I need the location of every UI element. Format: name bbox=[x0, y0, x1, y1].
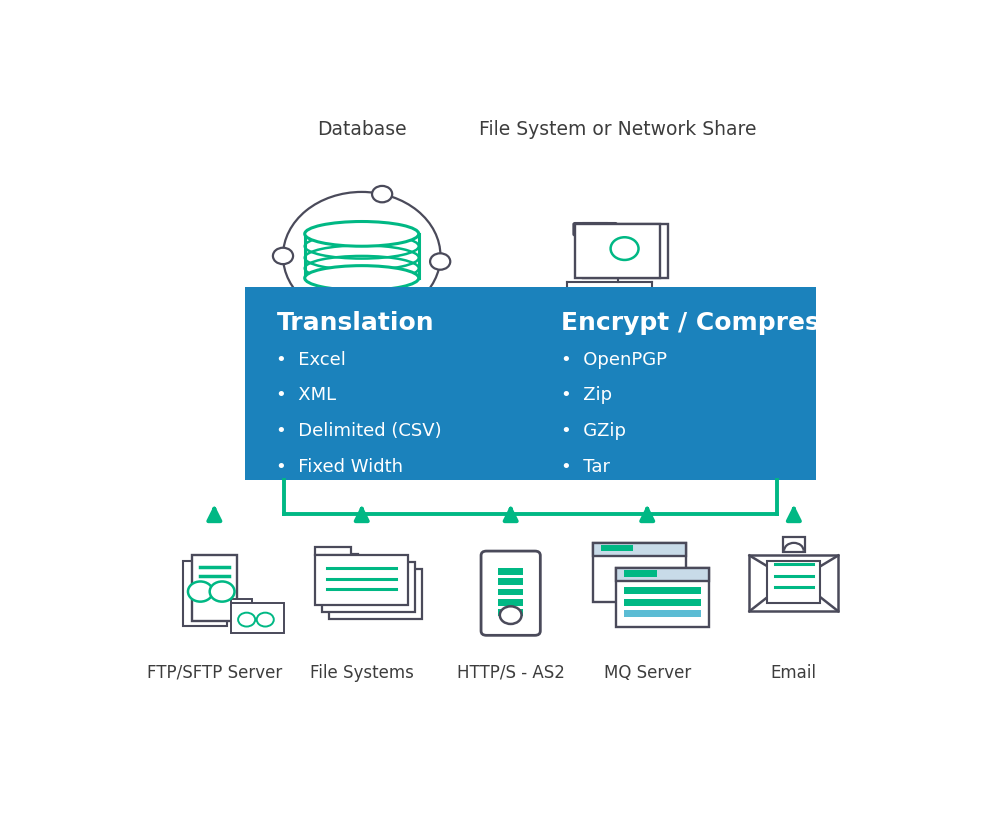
Text: HTTP/S - AS2: HTTP/S - AS2 bbox=[456, 663, 565, 681]
FancyBboxPatch shape bbox=[231, 599, 252, 605]
FancyBboxPatch shape bbox=[315, 555, 408, 604]
FancyBboxPatch shape bbox=[783, 536, 805, 552]
FancyBboxPatch shape bbox=[617, 568, 709, 581]
Text: •  Zip: • Zip bbox=[562, 387, 613, 405]
FancyBboxPatch shape bbox=[624, 599, 702, 606]
Text: •  OpenPGP: • OpenPGP bbox=[562, 351, 668, 369]
FancyBboxPatch shape bbox=[498, 599, 524, 605]
FancyBboxPatch shape bbox=[183, 560, 227, 626]
FancyBboxPatch shape bbox=[624, 587, 702, 595]
Ellipse shape bbox=[304, 221, 418, 247]
Text: •  Excel: • Excel bbox=[276, 351, 346, 369]
Text: •  XML: • XML bbox=[276, 387, 336, 405]
Circle shape bbox=[209, 581, 234, 602]
FancyBboxPatch shape bbox=[322, 563, 415, 612]
Text: Encrypt / Compress: Encrypt / Compress bbox=[562, 311, 835, 336]
FancyBboxPatch shape bbox=[617, 568, 709, 627]
Circle shape bbox=[499, 606, 522, 624]
Text: •  Fixed Width: • Fixed Width bbox=[276, 459, 403, 477]
FancyBboxPatch shape bbox=[329, 560, 364, 569]
FancyBboxPatch shape bbox=[574, 223, 609, 235]
Text: •  Delimited (CSV): • Delimited (CSV) bbox=[276, 423, 442, 441]
FancyBboxPatch shape bbox=[767, 561, 821, 603]
Text: File Systems: File Systems bbox=[309, 663, 413, 681]
FancyBboxPatch shape bbox=[322, 554, 357, 563]
Text: FTP/SFTP Server: FTP/SFTP Server bbox=[147, 663, 282, 681]
FancyBboxPatch shape bbox=[608, 292, 644, 305]
FancyBboxPatch shape bbox=[601, 545, 634, 551]
Circle shape bbox=[560, 306, 588, 329]
Circle shape bbox=[645, 306, 673, 329]
Circle shape bbox=[256, 613, 274, 627]
Text: •  Tar: • Tar bbox=[562, 459, 611, 477]
FancyBboxPatch shape bbox=[624, 610, 702, 617]
Circle shape bbox=[238, 613, 255, 627]
Circle shape bbox=[273, 247, 293, 265]
Text: Translation: Translation bbox=[276, 311, 434, 336]
Text: •  GZip: • GZip bbox=[562, 423, 627, 441]
Circle shape bbox=[430, 253, 450, 269]
Circle shape bbox=[372, 186, 392, 202]
FancyBboxPatch shape bbox=[624, 570, 657, 577]
Circle shape bbox=[611, 238, 639, 260]
FancyBboxPatch shape bbox=[192, 555, 236, 621]
Text: MQ Server: MQ Server bbox=[604, 663, 691, 681]
Ellipse shape bbox=[304, 265, 418, 291]
FancyBboxPatch shape bbox=[523, 292, 558, 305]
FancyBboxPatch shape bbox=[582, 223, 617, 235]
Circle shape bbox=[344, 311, 365, 328]
FancyBboxPatch shape bbox=[498, 589, 524, 595]
Text: Database: Database bbox=[317, 120, 406, 139]
FancyBboxPatch shape bbox=[498, 578, 524, 586]
FancyBboxPatch shape bbox=[315, 546, 350, 555]
FancyBboxPatch shape bbox=[575, 224, 661, 278]
Text: Email: Email bbox=[771, 663, 817, 681]
FancyBboxPatch shape bbox=[524, 294, 610, 347]
Circle shape bbox=[188, 581, 213, 602]
FancyBboxPatch shape bbox=[498, 609, 524, 616]
FancyBboxPatch shape bbox=[245, 287, 816, 480]
FancyBboxPatch shape bbox=[329, 569, 422, 618]
FancyBboxPatch shape bbox=[231, 604, 283, 633]
FancyBboxPatch shape bbox=[498, 568, 524, 575]
FancyBboxPatch shape bbox=[610, 294, 695, 347]
FancyBboxPatch shape bbox=[583, 224, 668, 278]
FancyBboxPatch shape bbox=[481, 551, 541, 636]
FancyBboxPatch shape bbox=[750, 555, 838, 611]
Text: File System or Network Share: File System or Network Share bbox=[479, 120, 757, 139]
FancyBboxPatch shape bbox=[593, 543, 686, 602]
FancyBboxPatch shape bbox=[593, 543, 686, 556]
